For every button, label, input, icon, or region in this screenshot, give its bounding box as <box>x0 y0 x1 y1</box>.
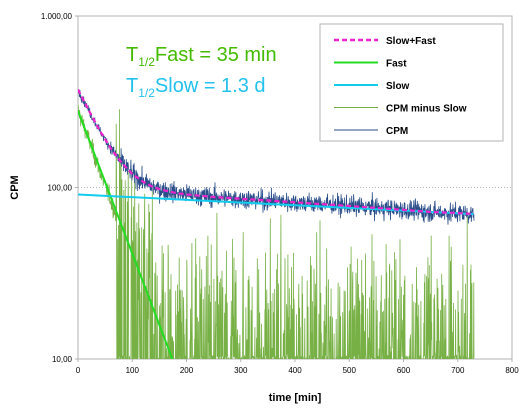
series-cpm-minus-slow <box>78 104 475 359</box>
x-tick-label: 300 <box>234 366 248 375</box>
series-slow-plus-fast <box>78 88 475 216</box>
y-tick-label: 100,00 <box>48 184 73 193</box>
x-tick-label: 200 <box>180 366 194 375</box>
x-tick-label: 800 <box>505 366 519 375</box>
annotation-text: Slow = 1.3 d <box>155 75 266 97</box>
annotation-text: Fast = 35 min <box>155 44 277 66</box>
legend-label: CPM <box>386 126 408 137</box>
x-tick-label: 0 <box>76 366 81 375</box>
annotation-subscript: 1/2 <box>138 86 155 100</box>
y-tick-label: 10,00 <box>52 355 73 364</box>
x-tick-label: 700 <box>451 366 465 375</box>
legend-label: Slow+Fast <box>386 36 436 47</box>
half-life-annotation: T1/2Slow = 1.3 d <box>126 75 266 100</box>
series-fast <box>78 110 174 359</box>
legend-box <box>319 23 504 142</box>
x-tick-label: 600 <box>397 366 411 375</box>
y-tick-label: 1.000,00 <box>41 12 73 21</box>
legend-label: Fast <box>386 59 407 70</box>
y-axis-title: CPM <box>9 175 21 199</box>
annotation-symbol: T <box>126 75 138 97</box>
legend-label: CPM minus Slow <box>386 104 467 115</box>
series-slow <box>78 193 475 216</box>
legend-label: Slow <box>386 81 410 92</box>
x-tick-label: 500 <box>343 366 357 375</box>
x-tick-label: 100 <box>126 366 140 375</box>
annotation-symbol: T <box>126 44 138 66</box>
half-life-annotation: T1/2Fast = 35 min <box>126 44 277 69</box>
x-axis-title: time [min] <box>269 392 322 404</box>
annotation-subscript: 1/2 <box>138 55 155 69</box>
x-tick-label: 400 <box>288 366 302 375</box>
series-group <box>78 88 475 359</box>
